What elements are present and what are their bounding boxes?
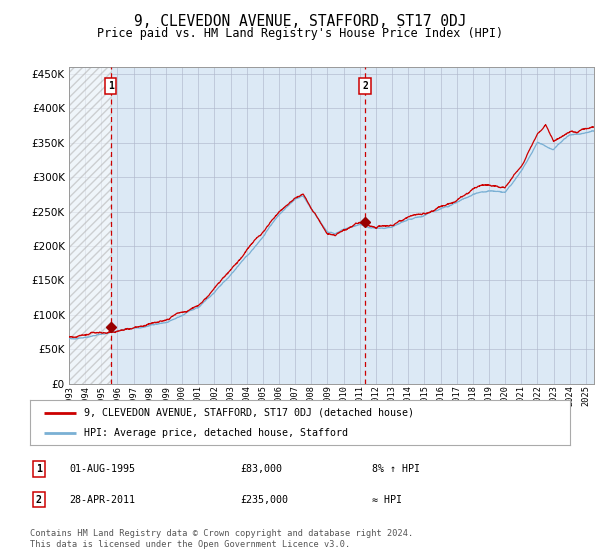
Text: 9, CLEVEDON AVENUE, STAFFORD, ST17 0DJ (detached house): 9, CLEVEDON AVENUE, STAFFORD, ST17 0DJ (… [84, 408, 414, 418]
Text: ≈ HPI: ≈ HPI [372, 494, 402, 505]
Text: £235,000: £235,000 [240, 494, 288, 505]
Text: Contains HM Land Registry data © Crown copyright and database right 2024.
This d: Contains HM Land Registry data © Crown c… [30, 529, 413, 549]
Text: 2: 2 [362, 81, 368, 91]
Text: £83,000: £83,000 [240, 464, 282, 474]
Text: HPI: Average price, detached house, Stafford: HPI: Average price, detached house, Staf… [84, 428, 348, 438]
Text: 2: 2 [36, 494, 42, 505]
Text: 9, CLEVEDON AVENUE, STAFFORD, ST17 0DJ: 9, CLEVEDON AVENUE, STAFFORD, ST17 0DJ [134, 14, 466, 29]
Text: Price paid vs. HM Land Registry's House Price Index (HPI): Price paid vs. HM Land Registry's House … [97, 27, 503, 40]
Text: 1: 1 [108, 81, 113, 91]
Text: 1: 1 [36, 464, 42, 474]
Bar [69, 67, 110, 384]
Text: 8% ↑ HPI: 8% ↑ HPI [372, 464, 420, 474]
Text: 01-AUG-1995: 01-AUG-1995 [69, 464, 135, 474]
Text: 28-APR-2011: 28-APR-2011 [69, 494, 135, 505]
